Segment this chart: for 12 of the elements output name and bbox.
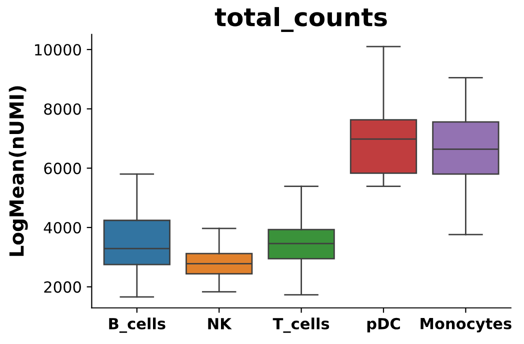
- x-tick-label: Monocytes: [420, 318, 512, 332]
- x-tick-label: NK: [208, 318, 232, 330]
- chart-title: total_counts: [214, 7, 387, 32]
- y-tick-label: 8000: [44, 103, 81, 115]
- x-tick-label: B_cells: [109, 318, 166, 333]
- x-tick-label: pDC: [367, 318, 400, 332]
- y-tick-label: 10000: [35, 44, 81, 56]
- y-tick-label: 2000: [44, 281, 81, 293]
- y-tick-label: 4000: [44, 222, 81, 234]
- x-tick-label: T_cells: [272, 318, 330, 333]
- y-tick-label: 6000: [44, 162, 81, 174]
- y-axis-title: LogMean(nUMI): [8, 86, 28, 256]
